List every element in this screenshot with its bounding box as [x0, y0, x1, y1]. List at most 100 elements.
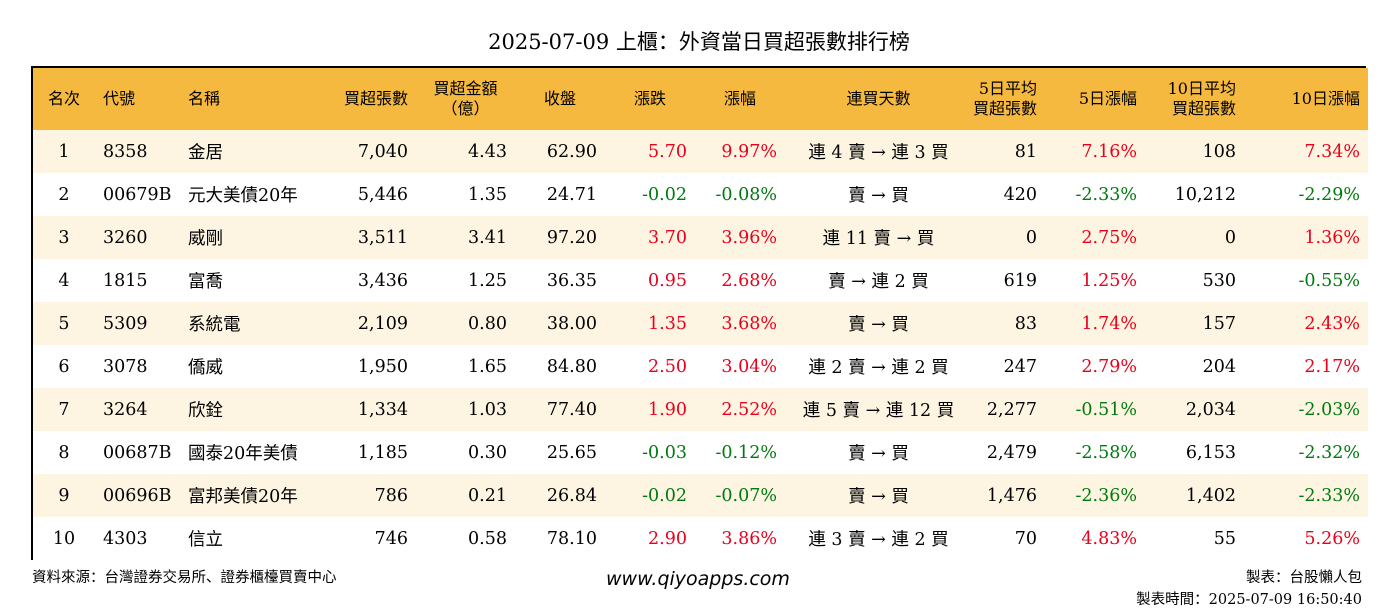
cell-avg5: 420: [1003, 184, 1037, 205]
cell-net-amount: 1.03: [468, 399, 507, 420]
cell-pct5: -0.51%: [1075, 399, 1137, 420]
col-header-rank: 名次: [47, 89, 80, 108]
col-header-code: 代號: [103, 89, 136, 108]
cell-pct10: 1.36%: [1304, 227, 1360, 248]
cell-net-amount: 0.80: [468, 313, 507, 334]
cell-avg5: 70: [1014, 528, 1037, 549]
table-row: 4 1815 富喬 3,436 1.25 36.35 0.95 2.68% 賣 …: [33, 259, 1368, 302]
cell-rank: 1: [58, 141, 70, 162]
cell-name: 信立: [188, 530, 223, 550]
cell-pct10: 2.43%: [1304, 313, 1360, 334]
table-row: 6 3078 僑威 1,950 1.65 84.80 2.50 3.04% 連 …: [33, 345, 1368, 388]
cell-pct10: -2.29%: [1298, 184, 1360, 205]
cell-close: 62.90: [546, 141, 597, 162]
cell-name: 僑威: [188, 358, 223, 378]
table-body: 1 8358 金居 7,040 4.43 62.90 5.70 9.97% 連 …: [33, 130, 1368, 560]
cell-net-lots: 3,511: [357, 227, 408, 248]
col-header-close: 收盤: [543, 89, 576, 108]
cell-avg5: 2,277: [986, 399, 1037, 420]
cell-net-amount: 4.43: [468, 141, 507, 162]
cell-name: 欣銓: [188, 401, 223, 421]
cell-code: 00679B: [103, 184, 172, 205]
table-row: 5 5309 系統電 2,109 0.80 38.00 1.35 3.68% 賣…: [33, 302, 1368, 345]
cell-net-lots: 5,446: [357, 184, 408, 205]
cell-pct10: 5.26%: [1304, 528, 1360, 549]
table-row: 7 3264 欣銓 1,334 1.03 77.40 1.90 2.52% 連 …: [33, 388, 1368, 431]
col-header-avg5: 5日平均 買超張數: [972, 68, 1045, 130]
cell-close: 25.65: [546, 442, 597, 463]
cell-pct: 9.97%: [721, 141, 777, 162]
cell-change: 1.35: [648, 313, 687, 334]
cell-avg10: 157: [1202, 313, 1236, 334]
cell-net-lots: 2,109: [357, 313, 408, 334]
cell-code: 3260: [103, 227, 148, 248]
cell-change: 5.70: [648, 141, 687, 162]
cell-rank: 9: [58, 485, 70, 506]
cell-change: 0.95: [648, 270, 687, 291]
cell-change: -0.02: [642, 184, 687, 205]
cell-pct: 3.96%: [721, 227, 777, 248]
table-header-row: 名次 代號 名稱 買超張數 買超金額 （億） 收盤 漲跌 漲幅 連買天數 5日平…: [33, 68, 1368, 130]
cell-change: 3.70: [648, 227, 687, 248]
col-header-avg10: 10日平均 買超張數: [1145, 68, 1244, 130]
ranking-table-frame: 名次 代號 名稱 買超張數 買超金額 （億） 收盤 漲跌 漲幅 連買天數 5日平…: [31, 66, 1368, 560]
cell-pct: -0.07%: [715, 485, 777, 506]
cell-net-amount: 1.25: [468, 270, 507, 291]
table-row: 1 8358 金居 7,040 4.43 62.90 5.70 9.97% 連 …: [33, 130, 1368, 173]
cell-code: 5309: [103, 313, 148, 334]
col-header-pct10: 10日漲幅: [1291, 89, 1360, 108]
col-header-net-lots: 買超張數: [343, 89, 408, 108]
cell-name: 元大美債20年: [188, 186, 298, 206]
cell-net-amount: 1.65: [468, 356, 507, 377]
cell-close: 84.80: [546, 356, 597, 377]
cell-net-amount: 0.58: [468, 528, 507, 549]
cell-close: 78.10: [546, 528, 597, 549]
cell-streak: 賣 → 買: [848, 444, 909, 464]
cell-net-lots: 746: [374, 528, 408, 549]
cell-rank: 4: [58, 270, 70, 291]
col-header-pct: 漲幅: [723, 89, 756, 108]
cell-pct5: 1.25%: [1081, 270, 1137, 291]
cell-avg5: 1,476: [986, 485, 1037, 506]
cell-rank: 7: [58, 399, 70, 420]
cell-code: 00696B: [103, 485, 172, 506]
cell-avg5: 619: [1003, 270, 1037, 291]
cell-net-lots: 1,950: [357, 356, 408, 377]
made-time-note: 製表時間：2025-07-09 16:50:40: [1136, 592, 1362, 608]
cell-net-amount: 3.41: [468, 227, 507, 248]
cell-close: 97.20: [546, 227, 597, 248]
cell-avg10: 2,034: [1185, 399, 1236, 420]
table-row: 8 00687B 國泰20年美債 1,185 0.30 25.65 -0.03 …: [33, 431, 1368, 474]
cell-avg5: 2,479: [986, 442, 1037, 463]
cell-net-amount: 1.35: [468, 184, 507, 205]
cell-pct: 3.68%: [721, 313, 777, 334]
cell-rank: 5: [58, 313, 70, 334]
cell-pct5: 2.79%: [1081, 356, 1137, 377]
website-link[interactable]: www.qiyoapps.com: [606, 568, 790, 590]
cell-pct10: 7.34%: [1304, 141, 1360, 162]
cell-pct5: 2.75%: [1081, 227, 1137, 248]
cell-streak: 連 5 賣 → 連 12 買: [802, 401, 955, 421]
cell-net-lots: 3,436: [357, 270, 408, 291]
cell-pct: 3.04%: [721, 356, 777, 377]
table-row: 10 4303 信立 746 0.58 78.10 2.90 3.86% 連 3…: [33, 517, 1368, 560]
cell-avg10: 204: [1202, 356, 1236, 377]
cell-pct5: -2.58%: [1075, 442, 1137, 463]
cell-streak: 連 11 賣 → 買: [822, 229, 935, 249]
cell-rank: 2: [58, 184, 70, 205]
table-row: 9 00696B 富邦美債20年 786 0.21 26.84 -0.02 -0…: [33, 474, 1368, 517]
cell-avg10: 6,153: [1185, 442, 1236, 463]
cell-close: 36.35: [546, 270, 597, 291]
cell-pct10: 2.17%: [1304, 356, 1360, 377]
cell-pct10: -0.55%: [1298, 270, 1360, 291]
cell-net-lots: 1,185: [357, 442, 408, 463]
cell-avg5: 0: [1025, 227, 1037, 248]
cell-pct10: -2.33%: [1298, 485, 1360, 506]
cell-pct5: 1.74%: [1081, 313, 1137, 334]
cell-close: 38.00: [546, 313, 597, 334]
cell-name: 國泰20年美債: [188, 444, 298, 464]
cell-avg10: 10,212: [1174, 184, 1236, 205]
cell-avg10: 108: [1202, 141, 1236, 162]
cell-pct5: -2.36%: [1075, 485, 1137, 506]
col-header-net-amount: 買超金額 （億）: [416, 68, 515, 130]
